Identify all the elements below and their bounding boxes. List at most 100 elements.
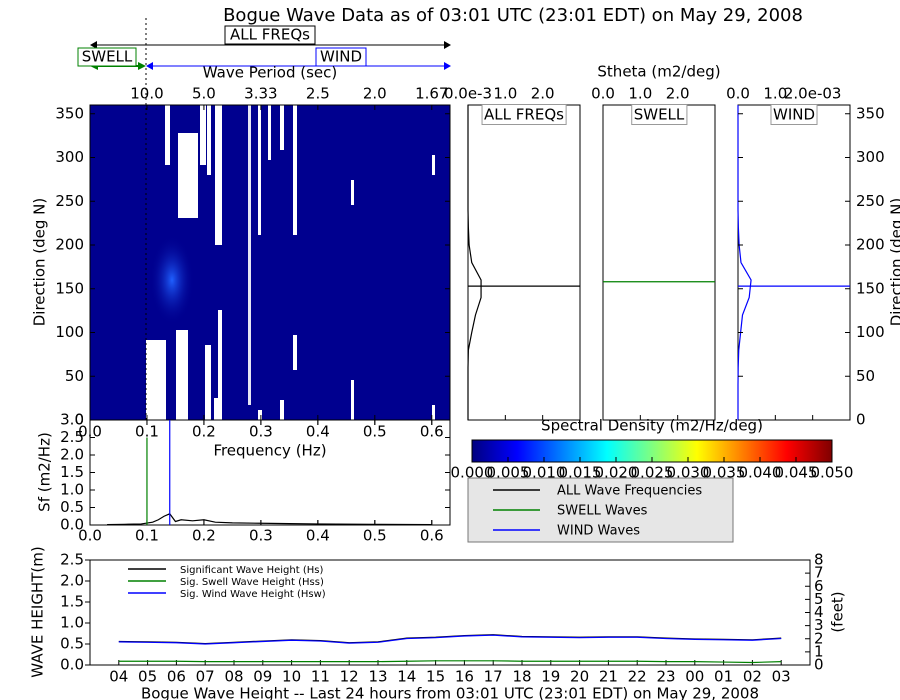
- legend-label: SWELL Waves: [557, 504, 648, 519]
- top-tick-label: 2.0: [363, 85, 387, 103]
- x-tick-label-top: 0.0: [78, 423, 102, 441]
- y2-tick-label: 5: [814, 590, 824, 608]
- x-tick-label: 2.0e-03: [784, 85, 842, 103]
- x-tick-label: 0.6: [420, 527, 444, 545]
- y-tick-label: 0: [74, 411, 84, 429]
- x-tick-label: 13: [368, 668, 387, 686]
- legend-label: Sig. Swell Wave Height (Hss): [180, 577, 324, 588]
- y-tick-label: 150: [856, 279, 885, 297]
- y-tick-label: 50: [65, 367, 84, 385]
- y-tick-label: 1.5: [60, 463, 84, 481]
- x-tick-label: 15: [426, 668, 445, 686]
- y-tick-label: 100: [55, 323, 84, 341]
- y-tick-label: 150: [55, 279, 84, 297]
- x-tick-label: 20: [570, 668, 589, 686]
- top-tick-label: 5.0: [192, 85, 216, 103]
- x-tick-label: 05: [138, 668, 157, 686]
- heatmap-image: [90, 105, 450, 420]
- y-tick-label: 350: [856, 104, 885, 122]
- colorbar-tick-label: 0.025: [631, 464, 674, 482]
- top-tick-label: 10.0: [130, 85, 163, 103]
- colorbar-tick-label: 0.045: [775, 464, 818, 482]
- y2-tick-label: 2: [814, 629, 824, 647]
- x-tick-label: 06: [167, 668, 186, 686]
- y2-tick-label: 6: [814, 577, 824, 595]
- colorbar-tick-label: 0.020: [595, 464, 638, 482]
- x-tick-label: 16: [455, 668, 474, 686]
- axes-frame: [467, 104, 581, 421]
- annotation: WIND: [773, 106, 815, 124]
- legend-label: Significant Wave Height (Hs): [180, 565, 323, 576]
- annotation: WIND: [320, 48, 362, 66]
- y2-tick-label: 0: [814, 656, 824, 674]
- series-line: [107, 513, 432, 526]
- y-tick-label: 0.0: [60, 656, 84, 674]
- x-tick-label: 12: [340, 668, 359, 686]
- legend-label: Sig. Wind Wave Height (Hsw): [180, 589, 326, 600]
- x-tick-label-top: 0.6: [420, 423, 444, 441]
- y-tick-label: 200: [856, 236, 885, 254]
- y-axis-label: Direction (deg N): [888, 198, 900, 327]
- annotation-box: [481, 104, 567, 125]
- y-tick-label: 250: [856, 192, 885, 210]
- colorbar-tick-label: 0.050: [811, 464, 854, 482]
- x-tick-label: 01: [714, 668, 733, 686]
- x-tick-label: 0.3: [249, 527, 273, 545]
- x-axis-label: Wave Period (sec): [203, 64, 337, 82]
- y-tick-label: 0: [856, 411, 866, 429]
- x-tick-label: 17: [484, 668, 503, 686]
- series-line: [118, 660, 782, 664]
- x-tick-label: 0.0: [78, 527, 102, 545]
- x-tick-label: 08: [224, 668, 243, 686]
- x-tick-label: 2.0: [531, 85, 555, 103]
- x-tick-label: 0.5: [363, 527, 387, 545]
- y-tick-label: 300: [55, 148, 84, 166]
- x-tick-label-top: 0.5: [363, 423, 387, 441]
- x-tick-label: 07: [196, 668, 215, 686]
- axes-frame: [602, 104, 716, 421]
- x-tick-label: 2.0: [666, 85, 690, 103]
- y-tick-label: 1.0: [60, 481, 84, 499]
- x-tick-label: 23: [656, 668, 675, 686]
- y-tick-label: 2.0: [60, 446, 84, 464]
- x-tick-label: 1.0: [493, 85, 517, 103]
- x-tick-label: 11: [311, 668, 330, 686]
- colorbar-tick-label: 0.000: [451, 464, 494, 482]
- x-tick-label: 14: [397, 668, 416, 686]
- x-tick-label: 09: [253, 668, 272, 686]
- annotation: SWELL: [82, 48, 133, 66]
- x-tick-label: 0.4: [306, 527, 330, 545]
- x-axis-label: Frequency (Hz): [213, 442, 326, 460]
- colorbar-tick-label: 0.040: [739, 464, 782, 482]
- y-tick-label: 1.0: [60, 614, 84, 632]
- y-tick-label: 0.5: [60, 635, 84, 653]
- x-axis-label: Bogue Wave Height -- Last 24 hours from …: [141, 685, 759, 700]
- profile-line: [467, 105, 482, 420]
- y-tick-label: 0.0: [60, 516, 84, 534]
- y-tick-label: 1.5: [60, 593, 84, 611]
- y2-tick-label: 1: [814, 642, 824, 660]
- x-tick-label: 21: [599, 668, 618, 686]
- y-axis-label: Sf (m2/Hz): [36, 432, 54, 512]
- y2-tick-label: 3: [814, 616, 824, 634]
- x-tick-label: 0.1: [135, 527, 159, 545]
- y2-tick-label: 4: [814, 603, 824, 621]
- y2-tick-label: 7: [814, 564, 824, 582]
- x-tick-label: 19: [541, 668, 560, 686]
- colorbar-title: Spectral Density (m2/Hz/deg): [541, 417, 763, 435]
- x-tick-label-top: 0.2: [192, 423, 216, 441]
- y-axis-label: WAVE HEIGHT(m): [29, 546, 47, 677]
- profile-line: [737, 105, 752, 420]
- chart-title: Bogue Wave Data as of 03:01 UTC (23:01 E…: [223, 5, 803, 26]
- y-tick-label: 0.5: [60, 498, 84, 516]
- annotation: SWELL: [634, 106, 685, 124]
- colorbar-tick-label: 0.010: [523, 464, 566, 482]
- x-tick-label-top: 0.1: [135, 423, 159, 441]
- range-arrows: [77, 25, 451, 70]
- x-tick-label: 1.0: [628, 85, 652, 103]
- colorbar-tick-label: 0.035: [703, 464, 746, 482]
- x-tick-label: 18: [512, 668, 531, 686]
- y-tick-label: 2.5: [60, 551, 84, 569]
- y-tick-label: 200: [55, 236, 84, 254]
